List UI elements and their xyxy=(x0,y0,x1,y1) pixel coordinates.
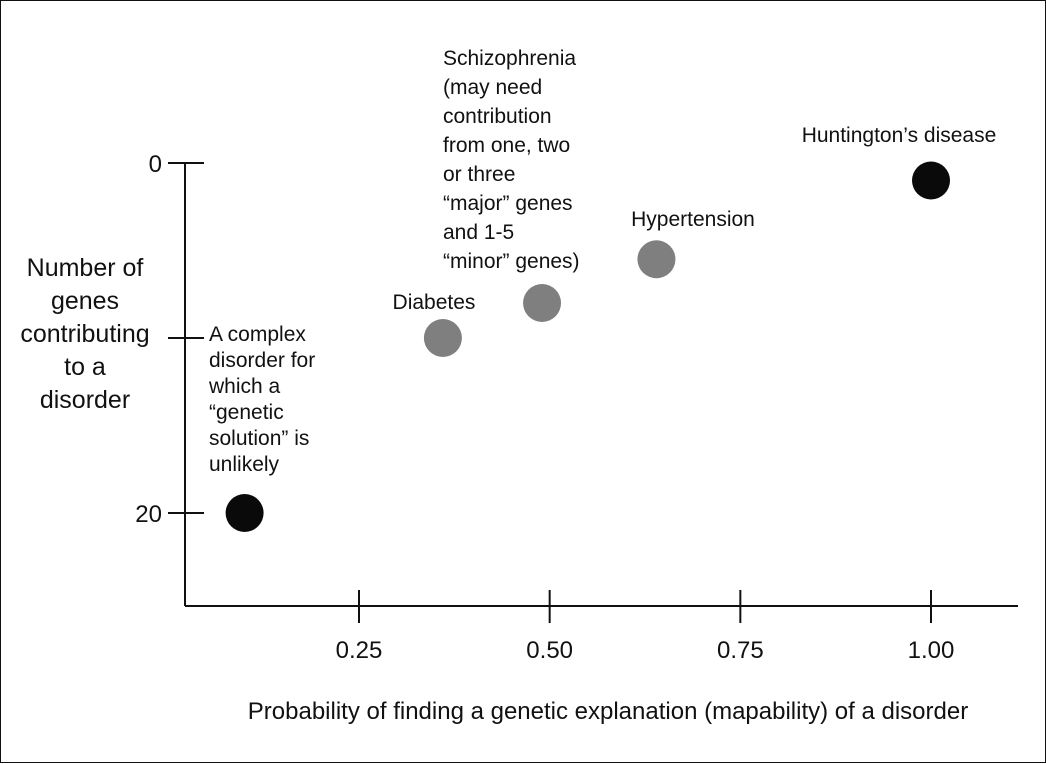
annotation-line: A complex xyxy=(209,323,306,346)
annotation-line: from one, two xyxy=(443,134,570,157)
annotation-line: or three xyxy=(443,163,515,186)
annotation-line: (may need xyxy=(443,76,542,99)
annotation-line: which a xyxy=(208,375,281,398)
annotation-line: solution” is xyxy=(209,427,309,450)
annotation-line: unlikely xyxy=(209,453,280,476)
x-tick-label: 0.50 xyxy=(526,637,573,664)
ticks: 0.25 0.50 0.75 1.00 0 20 xyxy=(135,151,954,664)
data-point xyxy=(423,319,462,357)
x-tick-label: 0.25 xyxy=(336,637,383,664)
y-axis-label-line: Number of xyxy=(27,254,144,282)
annotation-line: disorder for xyxy=(209,349,315,372)
points xyxy=(225,161,951,532)
x-tick-label: 0.75 xyxy=(717,637,764,664)
y-tick-label: 0 xyxy=(149,151,162,178)
data-point xyxy=(637,240,676,279)
annotation-line: Diabetes xyxy=(393,291,476,314)
x-tick-label: 1.00 xyxy=(908,637,955,664)
y-axis-label: Number of genes contributing to a disorder xyxy=(20,254,149,414)
annotation-line: contribution xyxy=(443,105,552,128)
y-tick-label: 20 xyxy=(135,501,162,528)
annotation-line: Schizophrenia xyxy=(443,47,576,70)
y-axis-label-line: disorder xyxy=(40,386,130,414)
annotation-line: “major” genes xyxy=(443,192,573,215)
point-annotation: Schizophrenia (may need contribution from o… xyxy=(443,47,580,273)
y-axis-label-line: contributing xyxy=(20,320,149,348)
annotation-line: “minor” genes) xyxy=(443,250,580,273)
y-axis-label-line: to a xyxy=(64,353,106,381)
annotation-line: and 1-5 xyxy=(443,221,514,244)
point-annotation: Hypertension xyxy=(631,208,755,231)
axes xyxy=(184,163,1018,607)
data-point xyxy=(912,161,951,200)
annotation-line: Huntington’s disease xyxy=(802,124,997,147)
annotation-line: Hypertension xyxy=(631,208,755,231)
point-annotation: Huntington’s disease xyxy=(802,124,997,147)
data-point xyxy=(225,494,264,532)
point-annotation: A complex disorder for which a “genetic solu… xyxy=(208,323,315,476)
point-annotation: Diabetes xyxy=(393,291,476,314)
annotation-line: “genetic xyxy=(209,401,284,424)
data-point xyxy=(523,284,562,322)
y-axis-label-line: genes xyxy=(51,287,119,315)
x-axis-label: Probability of finding a genetic explana… xyxy=(248,698,968,725)
annotations: A complex disorder for which a “genetic solu… xyxy=(208,47,996,476)
